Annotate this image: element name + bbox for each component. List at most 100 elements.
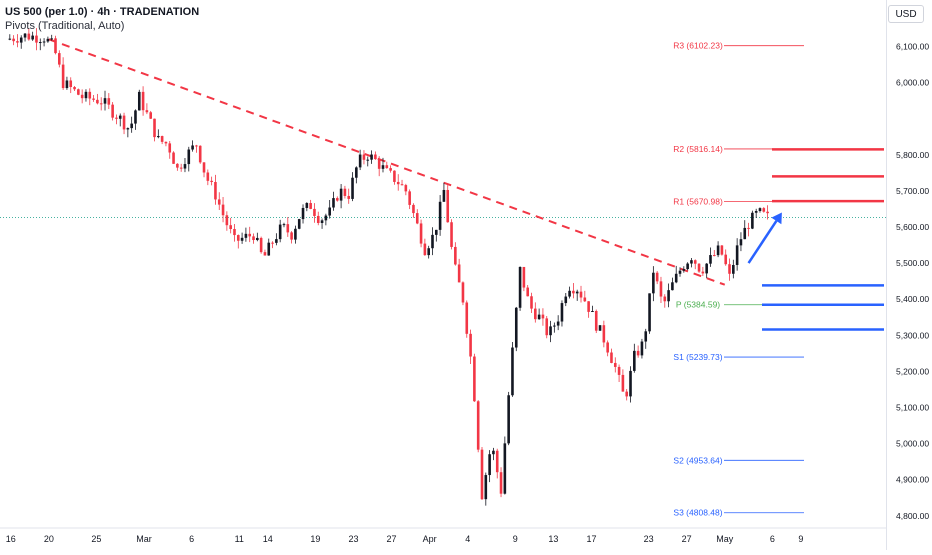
- candle-body: [252, 236, 255, 241]
- candle-body: [16, 41, 19, 43]
- candle-body: [389, 168, 392, 171]
- candle-body: [267, 242, 271, 256]
- candle-body: [313, 208, 316, 216]
- candle-body: [594, 310, 598, 331]
- candle-body: [301, 207, 305, 220]
- candle-body: [214, 181, 217, 200]
- candle-body: [316, 215, 320, 223]
- candle-body: [747, 227, 750, 229]
- currency-button[interactable]: USD: [888, 5, 924, 23]
- candle-body: [712, 255, 716, 257]
- candle-body: [450, 222, 453, 247]
- candles: [8, 28, 769, 506]
- candle-body: [621, 374, 625, 392]
- candle-body: [610, 352, 613, 363]
- candle-body: [526, 287, 529, 297]
- candle-body: [503, 443, 507, 494]
- candle-body: [427, 248, 430, 256]
- candle-body: [99, 103, 103, 105]
- candle-body: [233, 229, 236, 236]
- candle-body: [61, 64, 65, 89]
- candle-body: [324, 215, 328, 221]
- candle-body: [130, 123, 133, 129]
- candle-body: [145, 110, 149, 113]
- candle-body: [454, 246, 457, 265]
- x-tick-label: 11: [235, 534, 244, 544]
- candle-body: [275, 239, 278, 243]
- y-tick-label: 5,700.00: [896, 186, 929, 196]
- time-axis: 16 20 25 Mar 6 11 14 19 23 27 Apr 4 9 13 17 23 27 May 6 9: [0, 527, 886, 544]
- candle-body: [659, 281, 663, 297]
- candle-body: [8, 38, 12, 40]
- candle-body: [408, 191, 411, 205]
- pivot-label-r1: R1 (5670.98): [673, 196, 723, 206]
- indicator-label[interactable]: Pivots (Traditional, Auto): [5, 20, 125, 32]
- candle-body: [682, 269, 686, 271]
- candle-body: [724, 254, 728, 265]
- candle-body: [27, 33, 31, 40]
- candle-body: [583, 297, 587, 302]
- pivot-label-p: P (5384.59): [676, 300, 720, 310]
- candle-body: [446, 189, 450, 223]
- candle-body: [31, 35, 34, 40]
- candle-body: [644, 331, 648, 342]
- candle-body: [187, 149, 191, 165]
- candle-body: [640, 341, 644, 356]
- candle-body: [697, 263, 701, 272]
- candle-body: [709, 255, 712, 264]
- candle-body: [534, 308, 537, 320]
- candle-body: [568, 290, 571, 297]
- candle-body: [735, 245, 739, 265]
- candle-body: [377, 159, 381, 169]
- candle-body: [728, 264, 731, 274]
- candle-body: [572, 290, 575, 294]
- candle-body: [38, 42, 42, 44]
- x-tick-label: May: [716, 534, 734, 544]
- candle-body: [12, 38, 15, 42]
- candle-body: [663, 296, 667, 302]
- candle-body: [69, 80, 73, 88]
- candle-body: [606, 342, 609, 353]
- candle-body: [366, 159, 370, 161]
- candle-body: [191, 145, 194, 150]
- downtrend-line[interactable]: [48, 38, 726, 286]
- x-tick-label: 25: [91, 534, 101, 544]
- y-tick-label: 6,000.00: [896, 78, 929, 88]
- candle-body: [164, 141, 168, 144]
- candle-body: [541, 314, 545, 319]
- candle-body: [137, 91, 141, 111]
- candle-body: [58, 53, 61, 65]
- candle-body: [514, 307, 518, 348]
- candle-body: [248, 233, 252, 237]
- y-tick-label: 4,800.00: [896, 511, 929, 521]
- candle-body: [591, 310, 594, 312]
- candle-body: [282, 224, 286, 226]
- candle-body: [115, 117, 118, 119]
- candle-body: [153, 118, 156, 138]
- x-tick-label: 6: [770, 534, 775, 544]
- candle-body: [617, 366, 621, 375]
- candle-body: [396, 181, 400, 185]
- candle-body: [522, 266, 526, 288]
- candle-body: [320, 220, 324, 223]
- candle-body: [271, 242, 274, 244]
- x-tick-label: 6: [189, 534, 194, 544]
- candle-body: [328, 207, 331, 216]
- candle-body: [286, 224, 290, 233]
- candle-body: [739, 239, 743, 246]
- pivot-lines: R3 (6102.23) R2 (5816.14) R1 (5670.98) P (5…: [673, 41, 804, 518]
- x-tick-label: 27: [387, 534, 397, 544]
- trendline: [0, 38, 886, 286]
- x-tick-label: 17: [586, 534, 596, 544]
- candle-body: [705, 263, 708, 274]
- y-tick-label: 5,400.00: [896, 294, 929, 304]
- candle-body: [225, 215, 229, 226]
- candle-body: [686, 263, 689, 270]
- candle-body: [652, 272, 655, 294]
- candle-body: [457, 264, 461, 283]
- candle-body: [766, 211, 769, 214]
- forecast-arrow-shaft[interactable]: [747, 220, 778, 264]
- forecast-arrow-head[interactable]: [771, 212, 782, 225]
